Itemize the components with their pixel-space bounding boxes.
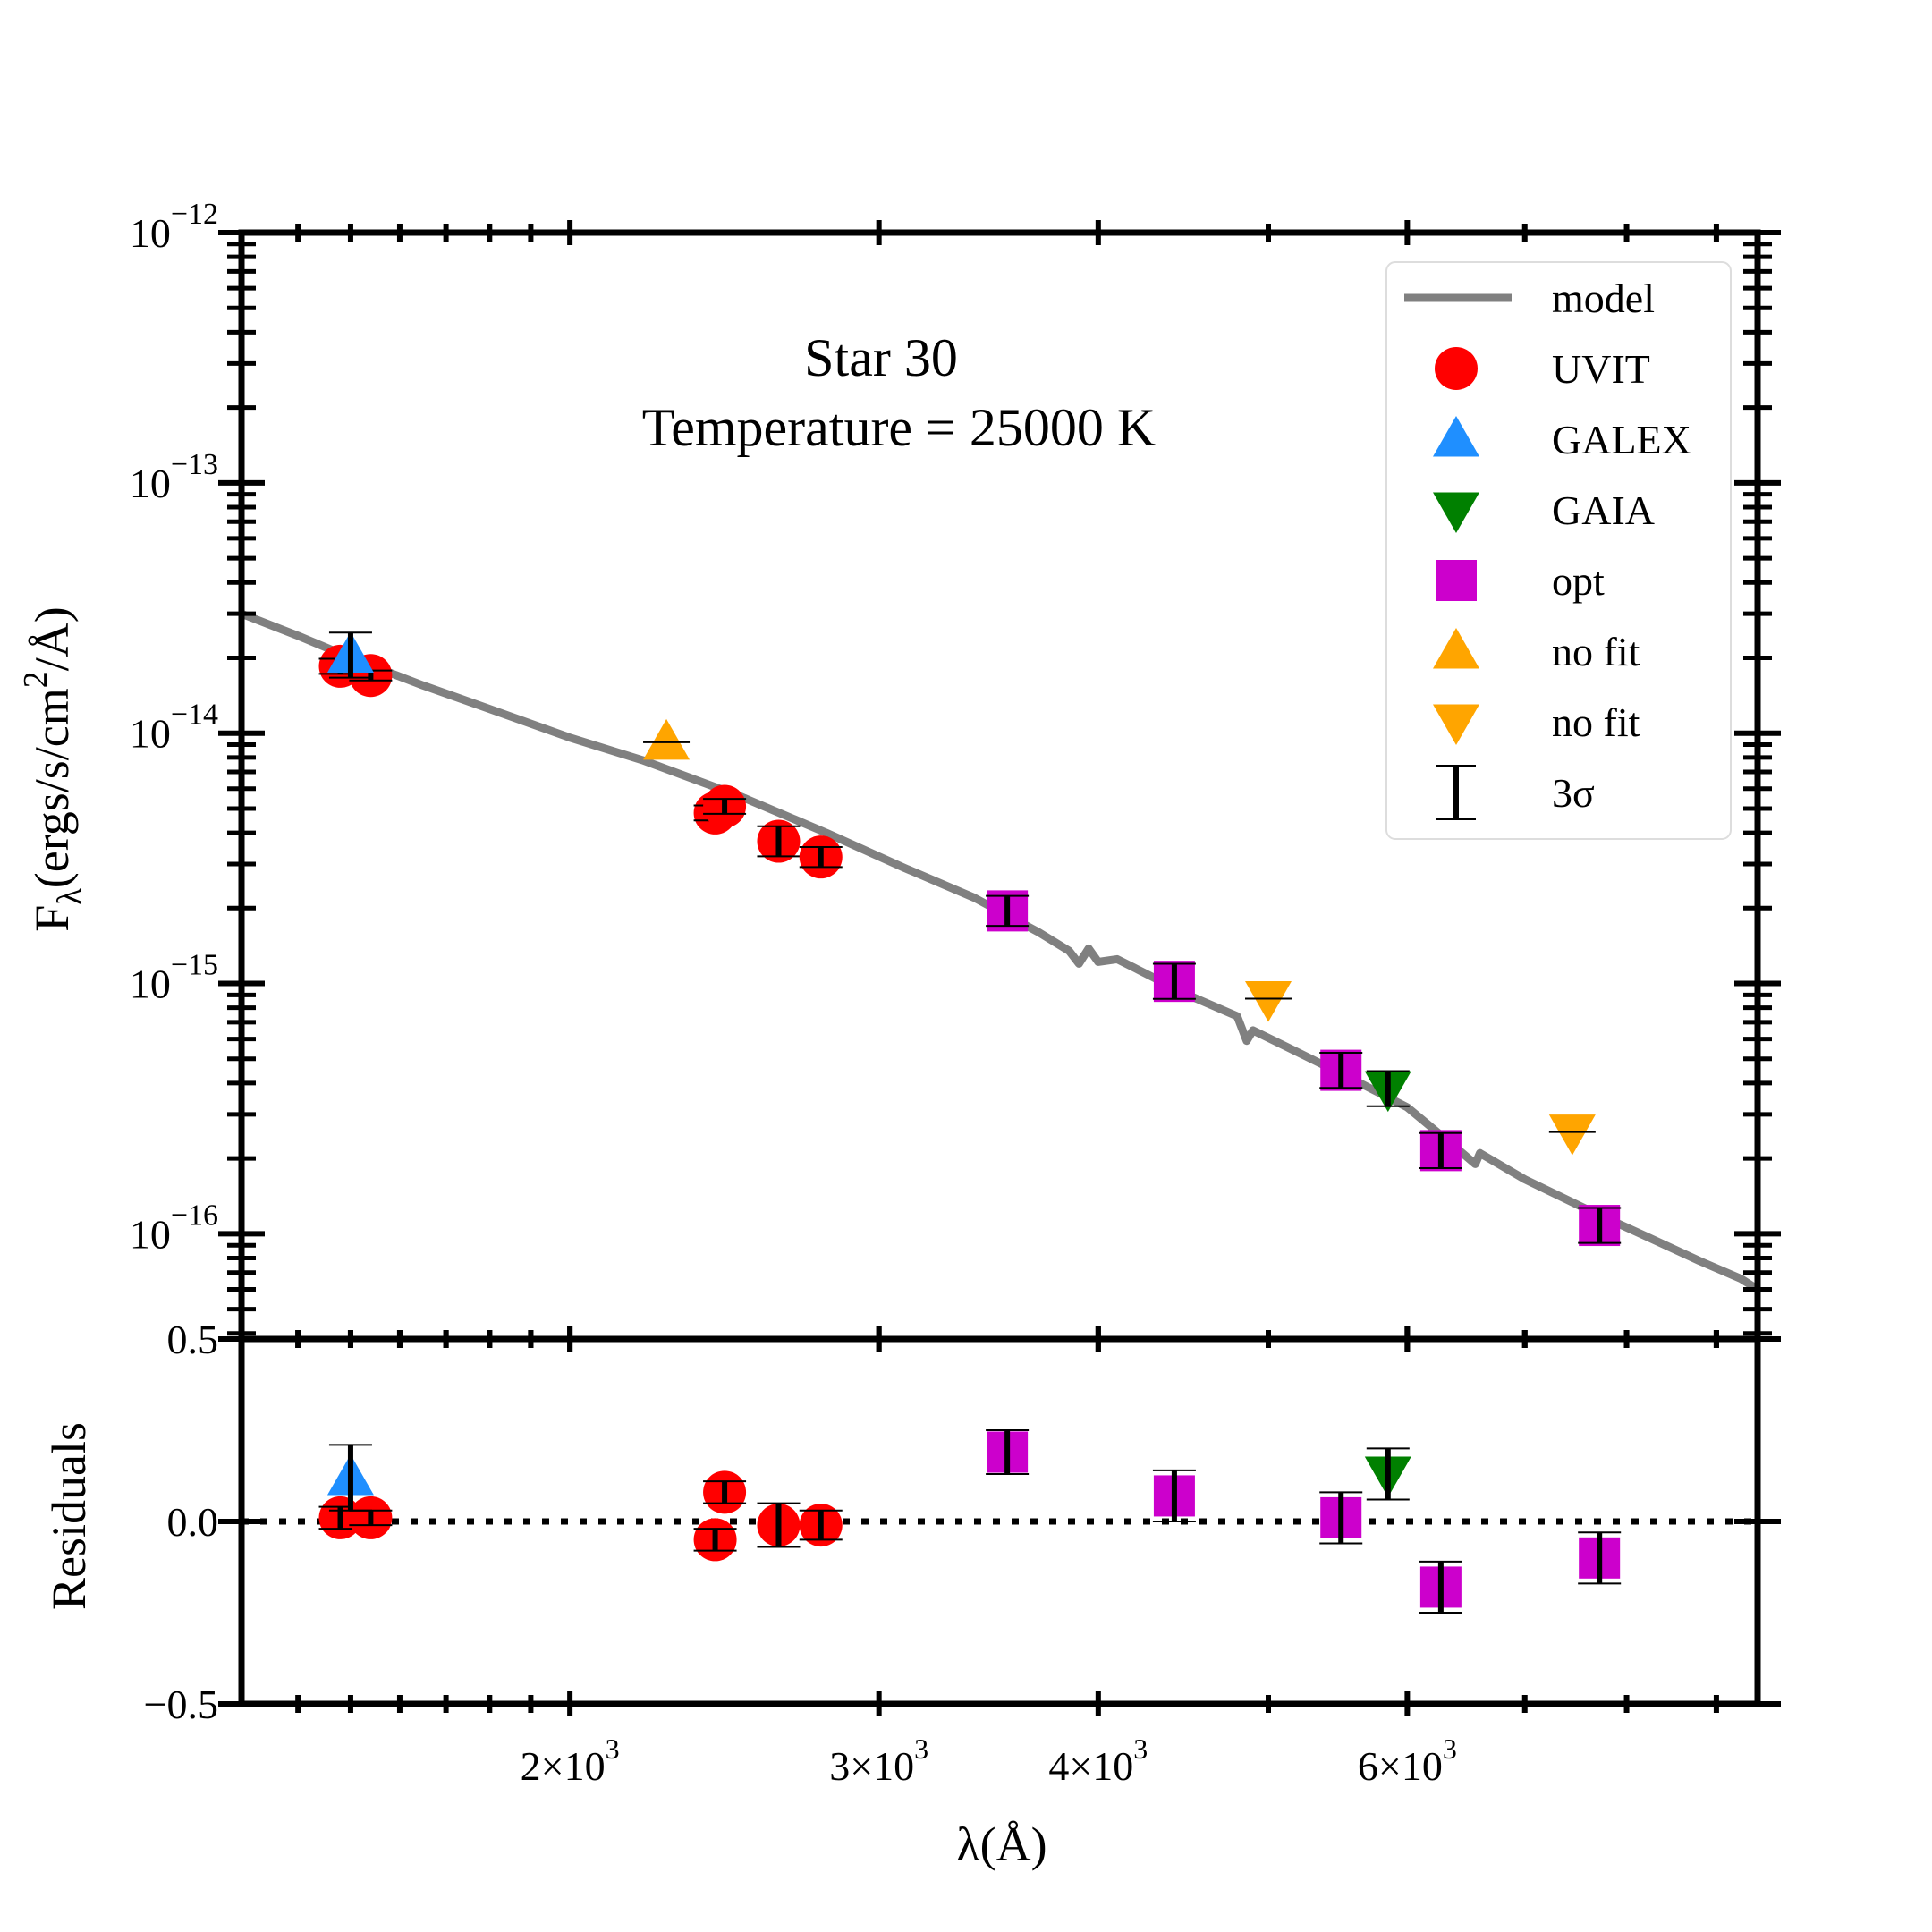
flux-axes: 10−12 10−13 10−14 10−15 10−16 [130,198,1781,1352]
residuals-panel: 0.5 0.0 −0.5 Residuals [42,1317,1781,1727]
uvit-flux-errorbar [799,845,843,869]
gaia-flux-errorbar [1366,1070,1410,1107]
y-tick-label: 10−12 [130,198,218,256]
uvit-flux-errorbar [703,798,747,815]
no-fit-flux-marker [1245,980,1292,1022]
legend-no-fit-label: no fit [1552,699,1640,745]
uvit-flux-errorbar [757,825,801,858]
x-tick-label: 6×103 [1358,1733,1457,1789]
chart-subtitle: Temperature = 25000 K [642,398,1156,457]
x-axis-tick-labels: 2×103 3×103 4×103 6×103 [521,1733,1457,1789]
no-fit-flux-marker [1548,1114,1596,1156]
legend-no-fit-label: no fit [1552,629,1640,674]
legend-box [1385,261,1732,840]
legend-uvit-label: UVIT [1552,346,1650,392]
uvit-residual-errorbar [757,1502,801,1548]
gaia-residual-errorbar [1366,1447,1410,1501]
residual-y-tick-label: 0.5 [167,1317,219,1362]
residuals-y-axis-label: Residuals [42,1422,96,1610]
flux-y-axis-label: Fλ(ergs/s/cm2/Å) [17,606,89,931]
y-tick-label: 10−15 [130,949,218,1007]
opt-flux-errorbar [986,894,1030,928]
model-line [240,610,1760,1293]
opt-flux-errorbar [1578,1207,1622,1244]
opt-flux-errorbar [1152,962,1196,1000]
legend-galex-label: GALEX [1552,417,1691,462]
x-tick-label: 2×103 [521,1733,620,1789]
residual-y-tick-label: 0.0 [167,1499,219,1545]
legend-gaia-marker [1433,492,1479,533]
x-tick-label: 4×103 [1048,1733,1148,1789]
legend-no-fit-marker [1433,704,1479,745]
residual-data-points [318,1429,1622,1614]
opt-residual-errorbar [1319,1491,1363,1545]
y-tick-label: 10−16 [130,1199,218,1257]
opt-residual-errorbar [1578,1531,1622,1585]
chart-title: Star 30 [804,328,958,387]
residual-y-tick-label: −0.5 [144,1682,218,1727]
flux-panel: 10−12 10−13 10−14 10−15 10−16 Star 30 Temper… [17,198,1781,1352]
residuals-axes: 0.5 0.0 −0.5 [144,1317,1781,1727]
legend-no-fit-marker [1433,628,1479,669]
legend-opt-label: opt [1552,558,1605,604]
opt-flux-errorbar [1419,1131,1462,1169]
legend-uvit-marker [1435,347,1478,390]
uvit-residual-errorbar [693,1528,737,1552]
y-tick-label: 10−14 [130,699,218,757]
no-fit-flux-marker [643,718,691,760]
opt-residual-errorbar [1419,1560,1462,1614]
x-axis-label: λ(Å) [956,1818,1046,1871]
model-curve [240,610,1760,1293]
opt-flux-errorbar [1319,1052,1363,1089]
opt-residual-errorbar [986,1429,1030,1475]
y-tick-label: 10−13 [130,448,218,506]
legend-3σ-label: 3σ [1552,770,1595,816]
galex-residual-errorbar [328,1444,372,1512]
opt-residual-errorbar [1152,1469,1196,1522]
legend-model-label: model [1552,275,1655,321]
uvit-residual-errorbar [703,1480,747,1504]
legend-galex-marker [1433,416,1479,457]
x-tick-label: 3×103 [829,1733,928,1789]
flux-data-points [318,631,1622,1247]
legend: model UVIT GALEX GAIA opt no fit no fit 3σ [1385,261,1732,840]
galex-flux-errorbar [328,631,372,679]
legend-opt-marker [1436,560,1477,601]
legend-gaia-label: GAIA [1552,487,1655,533]
uvit-residual-errorbar [799,1509,843,1541]
